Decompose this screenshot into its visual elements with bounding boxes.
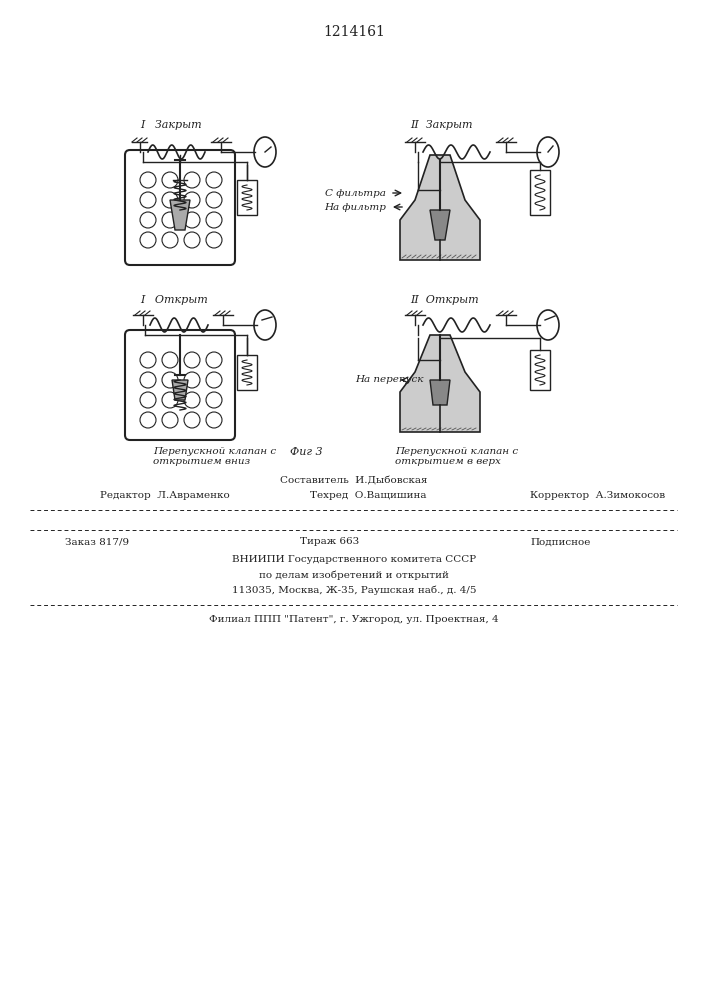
Text: На перепуск: На перепуск (355, 375, 423, 384)
Text: ВНИИПИ Государственного комитета СССР: ВНИИПИ Государственного комитета СССР (232, 556, 476, 564)
Polygon shape (170, 200, 190, 230)
Text: II  Открыт: II Открыт (410, 295, 479, 305)
Text: Корректор  А.Зимокосов: Корректор А.Зимокосов (530, 490, 665, 499)
Polygon shape (400, 155, 480, 260)
Bar (237, 180, 257, 215)
Text: Техред  О.Ващишина: Техред О.Ващишина (310, 490, 426, 499)
Text: Составитель  И.Дыбовская: Составитель И.Дыбовская (280, 476, 428, 485)
Text: Перепускной клапан с
открытием вниз: Перепускной клапан с открытием вниз (153, 447, 276, 466)
Text: Подписное: Подписное (530, 538, 590, 546)
Polygon shape (430, 210, 450, 240)
Text: Тираж 663: Тираж 663 (300, 538, 359, 546)
Text: Редактор  Л.Авраменко: Редактор Л.Авраменко (100, 490, 230, 499)
Bar (237, 355, 257, 390)
Text: Заказ 817/9: Заказ 817/9 (65, 538, 129, 546)
Bar (530, 350, 550, 390)
Text: Перепускной клапан с
открытием в верх: Перепускной клапан с открытием в верх (395, 447, 518, 466)
Polygon shape (172, 380, 188, 400)
Text: I   Закрыт: I Закрыт (140, 120, 201, 130)
Text: На фильтр: На фильтр (324, 202, 386, 212)
Bar (530, 170, 550, 215)
Text: Филиал ППП "Патент", г. Ужгород, ул. Проектная, 4: Филиал ППП "Патент", г. Ужгород, ул. Про… (209, 615, 499, 624)
Polygon shape (430, 380, 450, 405)
Text: 1214161: 1214161 (323, 25, 385, 39)
Text: по делам изобретений и открытий: по делам изобретений и открытий (259, 570, 449, 580)
Text: II  Закрыт: II Закрыт (410, 120, 472, 130)
Polygon shape (400, 335, 480, 432)
Text: Фиг 3: Фиг 3 (290, 447, 322, 457)
Text: I   Открыт: I Открыт (140, 295, 208, 305)
Text: С фильтра: С фильтра (325, 188, 386, 198)
Text: 113035, Москва, Ж-35, Раушская наб., д. 4/5: 113035, Москва, Ж-35, Раушская наб., д. … (232, 585, 477, 595)
